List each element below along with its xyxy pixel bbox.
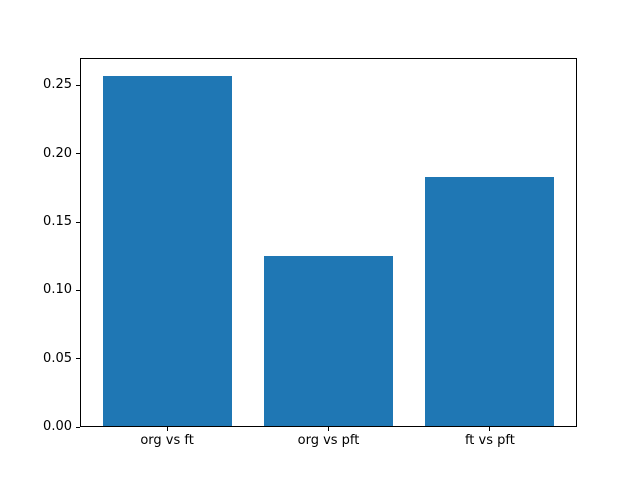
y-tick-label: 0.00: [43, 419, 72, 434]
y-tick-label: 0.15: [43, 214, 72, 229]
x-tick-mark: [166, 427, 168, 431]
y-tick-label: 0.10: [43, 282, 72, 298]
y-tick-mark: [76, 221, 80, 223]
x-tick-mark: [489, 427, 491, 431]
bar-ft-vs-pft: [425, 176, 555, 427]
y-tick-mark: [76, 84, 80, 86]
plot-area: [80, 58, 577, 427]
bar-org-vs-pft: [264, 256, 394, 427]
y-tick-mark: [76, 426, 80, 428]
x-tick-label: ft vs pft: [464, 433, 515, 448]
y-tick-label: 0.20: [43, 145, 72, 161]
y-tick-mark: [76, 289, 80, 291]
y-tick-mark: [76, 358, 80, 360]
y-tick-label: 0.05: [43, 350, 72, 366]
bar-org-vs-ft: [102, 75, 232, 427]
x-tick-mark: [328, 427, 329, 431]
y-tick-mark: [76, 153, 80, 155]
y-tick-label: 0.25: [43, 77, 72, 93]
x-tick-label: org vs ft: [140, 433, 194, 448]
x-tick-label: org vs pft: [297, 433, 360, 448]
